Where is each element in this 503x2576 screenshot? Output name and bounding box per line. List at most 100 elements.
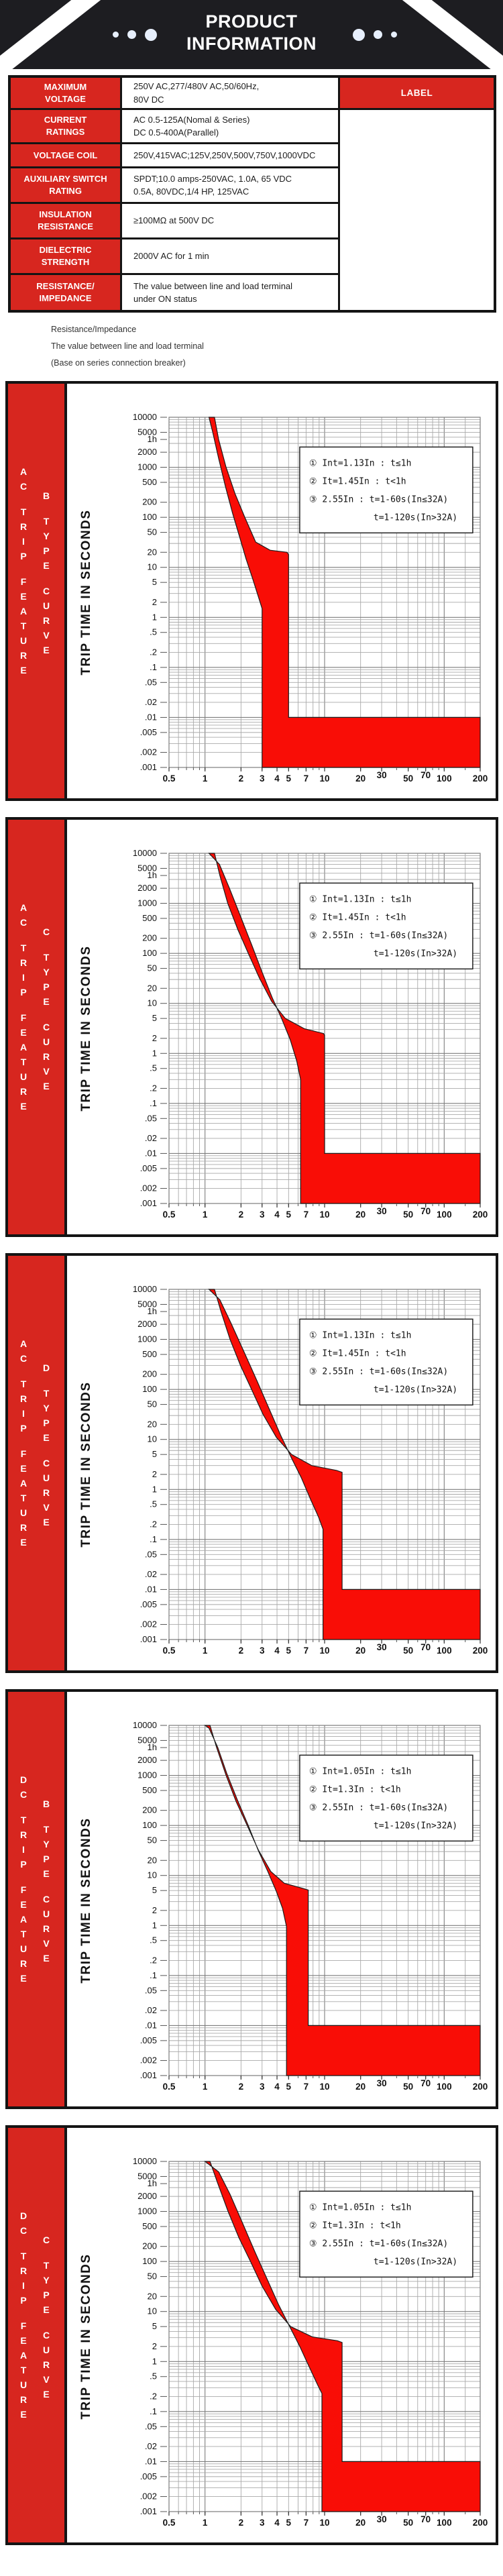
x-tick-label: 1 (203, 2518, 208, 2528)
legend-line: ③ 2.55In : t=1-60s(In≤32A) (309, 1803, 448, 1813)
y-tick-label: .2 (150, 1519, 157, 1529)
y-tick-label: 10 (148, 2306, 157, 2316)
x-tick-label: 7 (304, 2082, 309, 2092)
x-tick-label: 2 (239, 1210, 244, 1220)
note-line: The value between line and load terminal (51, 341, 204, 351)
sidebar-letter: T (20, 1379, 27, 1389)
legend-line: ① Int=1.13In : t≤1h (309, 1330, 412, 1340)
y-tick-label: 500 (142, 2221, 157, 2231)
spec-value-current-ratings: AC 0.5-125A(Nomal & Series) DC 0.5-400A(… (122, 110, 338, 142)
y-tick-label: 10 (148, 998, 157, 1008)
sidebar-letter: E (43, 2389, 50, 2400)
y-tick-label: .5 (150, 2371, 157, 2381)
trip-band (208, 1289, 481, 1640)
y-tick-label: 500 (142, 1785, 157, 1795)
trip-curve-chart: ① Int=1.05In : t≤1h ② It=1.3In : t<1h ③ 2.… (67, 1692, 496, 2106)
y-tick-label: .005 (140, 1599, 157, 1609)
x-tick-label: 3 (260, 773, 265, 784)
chart-legend: ① Int=1.05In : t≤1h ② It=1.3In : t<1h ③ 2.… (299, 2190, 473, 2278)
sidebar-letter: E (20, 1537, 27, 1548)
y-tick-label: 50 (148, 1399, 157, 1409)
x-tick-label: 10 (319, 2518, 329, 2528)
sidebar-letter: A (19, 606, 27, 616)
y-tick-label: .5 (150, 627, 157, 637)
y-tick-label: 1000 (137, 898, 157, 908)
y-tick-label: .02 (145, 1133, 157, 1143)
y-tick-label: 10000 (133, 2156, 157, 2166)
x-axis-labels: 0.5 1 2 3 4 5 7 10 20 30 50 70 100 200 (163, 1203, 488, 1220)
sidebar-letter: E (20, 1027, 27, 1038)
x-tick-label: 2 (239, 2082, 244, 2092)
sidebar-letter: E (43, 1081, 50, 1091)
x-tick-label: 100 (437, 773, 452, 784)
y-tick-label: 5 (152, 1449, 157, 1459)
sidebar-letter: A (19, 902, 27, 913)
spec-label-line: RATING (49, 186, 82, 196)
y-tick-label: 1 (152, 612, 157, 622)
y-tick-label: 500 (142, 913, 157, 923)
sidebar-letter: I (22, 1844, 25, 1855)
y-tick-label: .2 (150, 1083, 157, 1093)
y-axis-title: TRIP TIME IN SECONDS (79, 2253, 93, 2419)
x-tick-label: 1 (203, 1646, 208, 1656)
sidebar-letter: T (20, 1057, 27, 1067)
spec-label-line: DIELECTRIC (39, 245, 92, 256)
sidebar-letter: T (20, 943, 27, 953)
y-tick-label: 5000 (137, 863, 157, 873)
spec-label-line: STRENGTH (41, 257, 90, 267)
sidebar-letter: R (19, 1086, 27, 1097)
sidebar-letter: C (42, 586, 50, 596)
y-tick-label: .05 (145, 1113, 157, 1123)
x-tick-label: 100 (437, 1646, 452, 1656)
x-tick-label: 200 (473, 2518, 488, 2528)
x-tick-label: 50 (403, 2518, 413, 2528)
x-tick-label: 7 (304, 1646, 309, 1656)
x-tick-label: 1 (203, 2082, 208, 2092)
sidebar-letter: A (19, 1478, 27, 1489)
x-tick-label: 200 (473, 773, 488, 784)
spec-value-line: 250V,415VAC;125V,250V,500V,750V,1000VDC (133, 150, 316, 160)
trip-band (203, 1725, 481, 2076)
y-tick-label: 5000 (137, 1735, 157, 1745)
spec-label-line: RATINGS (46, 127, 85, 137)
x-tick-label: 7 (304, 2518, 309, 2528)
trip-chart-svg: ① Int=1.05In : t≤1h ② It=1.3In : t<1h ③ 2.… (79, 1720, 488, 2092)
legend-line: ③ 2.55In : t=1-60s(In≤32A) (309, 930, 448, 941)
y-tick-label: 20 (148, 1419, 157, 1429)
sidebar-letter: A (19, 466, 27, 477)
y-tick-label: 2 (152, 1469, 157, 1479)
y-tick-label: 100 (142, 1384, 157, 1394)
y-tick-label: .002 (140, 2055, 157, 2065)
x-tick-label: 30 (377, 2078, 387, 2088)
sidebar-letter: D (19, 2210, 27, 2221)
y-tick-label: .005 (140, 2035, 157, 2045)
y-tick-label: .01 (145, 2020, 157, 2030)
legend-line: ② It=1.45In : t<1h (309, 476, 406, 486)
y-tick-label: 500 (142, 477, 157, 487)
y-tick-label: 2000 (137, 2191, 157, 2201)
x-tick-label: 50 (403, 2082, 413, 2092)
page-header-banner: PRODUCT INFORMATION (0, 0, 503, 69)
spec-value-line: DC 0.5-400A(Parallel) (133, 127, 219, 138)
sidebar-letter: F (20, 2320, 27, 2331)
x-tick-label: 100 (437, 1210, 452, 1220)
y-axis-title: TRIP TIME IN SECONDS (79, 509, 93, 675)
sidebar-letter: R (19, 1958, 27, 1969)
y-tick-label: .05 (145, 1549, 157, 1559)
spec-table: MAXIMUM VOLTAGE 250V AC,277/480V AC,50/6… (8, 75, 496, 313)
y-tick-label: 200 (142, 2241, 157, 2251)
decorative-dot (145, 28, 157, 41)
sidebar-letter: U (19, 1943, 27, 1954)
sidebar-letter: U (19, 2379, 27, 2390)
legend-line: ② It=1.45In : t<1h (309, 912, 406, 922)
y-tick-label: .01 (145, 2456, 157, 2466)
y-tick-label: 100 (142, 2256, 157, 2266)
y-tick-label: 50 (148, 963, 157, 973)
